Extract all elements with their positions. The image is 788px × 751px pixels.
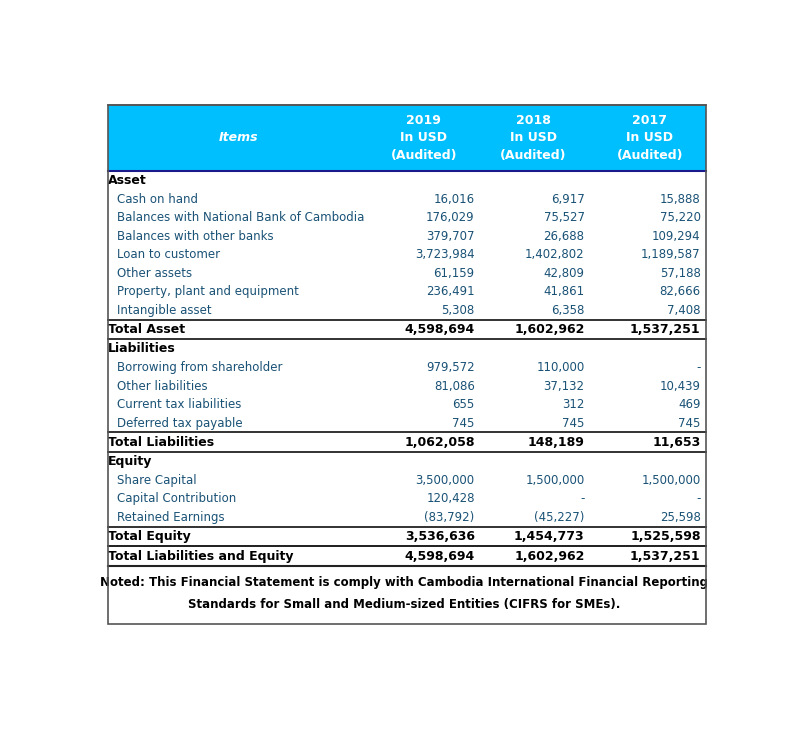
Text: 1,189,587: 1,189,587 <box>641 249 701 261</box>
Text: 1,500,000: 1,500,000 <box>526 474 585 487</box>
Text: Property, plant and equipment: Property, plant and equipment <box>117 285 299 298</box>
Text: 1,525,598: 1,525,598 <box>630 530 701 543</box>
Text: 745: 745 <box>563 417 585 430</box>
Text: Other liabilities: Other liabilities <box>117 380 207 393</box>
Text: (83,792): (83,792) <box>425 511 474 524</box>
Text: 25,598: 25,598 <box>660 511 701 524</box>
Text: 2018
In USD
(Audited): 2018 In USD (Audited) <box>500 114 567 161</box>
Text: 37,132: 37,132 <box>544 380 585 393</box>
Text: (45,227): (45,227) <box>534 511 585 524</box>
Text: 26,688: 26,688 <box>544 230 585 243</box>
Text: 4,598,694: 4,598,694 <box>404 323 474 336</box>
Text: 1,602,962: 1,602,962 <box>515 550 585 562</box>
Text: 469: 469 <box>678 398 701 412</box>
Text: 979,572: 979,572 <box>426 361 474 374</box>
Text: 57,188: 57,188 <box>660 267 701 280</box>
Text: Total Equity: Total Equity <box>108 530 191 543</box>
Text: Current tax liabilities: Current tax liabilities <box>117 398 241 412</box>
Text: 745: 745 <box>452 417 474 430</box>
Text: 2019
In USD
(Audited): 2019 In USD (Audited) <box>390 114 457 161</box>
Text: Total Liabilities: Total Liabilities <box>108 436 214 449</box>
Text: 1,537,251: 1,537,251 <box>630 550 701 562</box>
Text: 61,159: 61,159 <box>433 267 474 280</box>
Text: 11,653: 11,653 <box>652 436 701 449</box>
Text: 236,491: 236,491 <box>426 285 474 298</box>
Text: Share Capital: Share Capital <box>117 474 196 487</box>
Text: Deferred tax payable: Deferred tax payable <box>117 417 243 430</box>
Text: Other assets: Other assets <box>117 267 192 280</box>
Text: Asset: Asset <box>108 174 147 187</box>
Text: Capital Contribution: Capital Contribution <box>117 493 236 505</box>
Text: 312: 312 <box>563 398 585 412</box>
Text: 109,294: 109,294 <box>652 230 701 243</box>
Text: Total Asset: Total Asset <box>108 323 184 336</box>
Text: 5,308: 5,308 <box>441 304 474 317</box>
Text: 745: 745 <box>678 417 701 430</box>
Text: Standards for Small and Medium-sized Entities (CIFRS for SMEs).: Standards for Small and Medium-sized Ent… <box>188 599 620 611</box>
Text: 6,358: 6,358 <box>552 304 585 317</box>
Text: Noted: This Financial Statement is comply with Cambodia International Financial : Noted: This Financial Statement is compl… <box>100 577 708 590</box>
Text: 7,408: 7,408 <box>667 304 701 317</box>
Text: Items: Items <box>219 131 258 144</box>
Text: 75,527: 75,527 <box>544 212 585 225</box>
Text: Retained Earnings: Retained Earnings <box>117 511 225 524</box>
Text: Balances with other banks: Balances with other banks <box>117 230 273 243</box>
Text: Liabilities: Liabilities <box>108 342 176 355</box>
Text: 655: 655 <box>452 398 474 412</box>
Text: 82,666: 82,666 <box>660 285 701 298</box>
Text: 1,402,802: 1,402,802 <box>525 249 585 261</box>
Text: -: - <box>697 493 701 505</box>
Text: 42,809: 42,809 <box>544 267 585 280</box>
Text: 2017
In USD
(Audited): 2017 In USD (Audited) <box>616 114 683 161</box>
Text: 120,428: 120,428 <box>426 493 474 505</box>
Text: Loan to customer: Loan to customer <box>117 249 220 261</box>
Text: 148,189: 148,189 <box>528 436 585 449</box>
Text: 16,016: 16,016 <box>433 193 474 206</box>
Text: -: - <box>697 361 701 374</box>
Text: 3,536,636: 3,536,636 <box>405 530 474 543</box>
Text: 4,598,694: 4,598,694 <box>404 550 474 562</box>
Text: 1,500,000: 1,500,000 <box>641 474 701 487</box>
Text: 110,000: 110,000 <box>537 361 585 374</box>
Text: 176,029: 176,029 <box>426 212 474 225</box>
Text: 41,861: 41,861 <box>544 285 585 298</box>
Text: 3,723,984: 3,723,984 <box>415 249 474 261</box>
Text: 1,537,251: 1,537,251 <box>630 323 701 336</box>
Text: 6,917: 6,917 <box>551 193 585 206</box>
Text: 75,220: 75,220 <box>660 212 701 225</box>
Text: Intangible asset: Intangible asset <box>117 304 211 317</box>
Text: 1,602,962: 1,602,962 <box>515 323 585 336</box>
Bar <box>108 104 706 171</box>
Text: 10,439: 10,439 <box>660 380 701 393</box>
Text: Borrowing from shareholder: Borrowing from shareholder <box>117 361 282 374</box>
Text: 15,888: 15,888 <box>660 193 701 206</box>
Bar <box>108 104 706 624</box>
Text: Balances with National Bank of Cambodia: Balances with National Bank of Cambodia <box>117 212 364 225</box>
Text: Total Liabilities and Equity: Total Liabilities and Equity <box>108 550 293 562</box>
Text: 3,500,000: 3,500,000 <box>415 474 474 487</box>
Text: Cash on hand: Cash on hand <box>117 193 198 206</box>
Text: 81,086: 81,086 <box>434 380 474 393</box>
Text: Equity: Equity <box>108 455 152 468</box>
Text: -: - <box>580 493 585 505</box>
Text: 1,062,058: 1,062,058 <box>404 436 474 449</box>
Text: 1,454,773: 1,454,773 <box>514 530 585 543</box>
Text: 379,707: 379,707 <box>426 230 474 243</box>
